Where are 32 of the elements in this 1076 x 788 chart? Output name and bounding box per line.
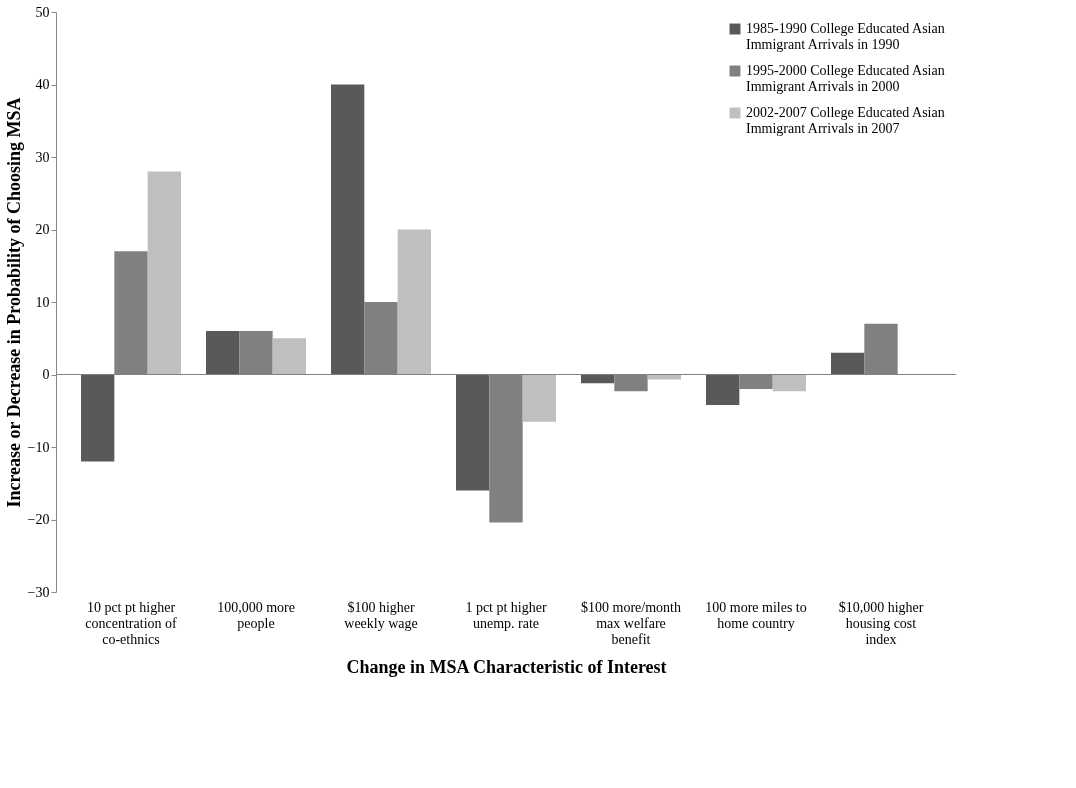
bar [456,374,490,491]
bar [831,352,865,375]
x-tick-label: $10,000 higher housing cost index [838,599,924,647]
bar [331,84,365,375]
y-tick-label: 20 [35,222,50,237]
y-axis-title: Increase or Decrease in Probability of Choosing MSA [3,97,24,508]
x-tick-label: 100 more miles to home country [705,599,807,631]
y-tick-label: 40 [35,77,50,92]
legend-label: 1995-2000 College Educated Asian Immigrant Arrivals in 2000 [746,63,945,94]
y-tick-label: 10 [35,294,50,310]
y-tick-label: 0 [42,367,50,382]
bar [206,331,240,375]
bar [272,338,306,375]
x-tick-label: 100,000 more people [217,599,295,631]
x-tick-label: 1 pct pt higher unemp. rate [465,599,547,631]
legend-label: 2002-2007 College Educated Asian Immigrant Arrivals in 2007 [746,105,945,136]
bar [706,374,740,405]
y-tick-label: 50 [35,4,50,20]
y-tick-label: −30 [27,584,50,600]
bar [397,229,431,375]
bar [81,374,115,462]
y-tick-label: 30 [35,149,50,165]
x-axis-title: Change in MSA Characteristic of Interest [346,656,667,677]
bar [147,171,181,375]
y-tick-label: −10 [27,439,50,455]
bar [772,374,806,392]
x-tick-label: $100 higher weekly wage [344,599,418,631]
x-tick-label: 10 pct pt higher concentration of co-ethnics [85,599,178,647]
x-tick-label: $100 more/month max welfare benefit [581,599,681,647]
legend-label: 1985-1990 College Educated Asian Immigrant Arrivals in 1990 [746,21,945,52]
bar [522,374,556,422]
y-tick-label: −20 [27,512,50,527]
